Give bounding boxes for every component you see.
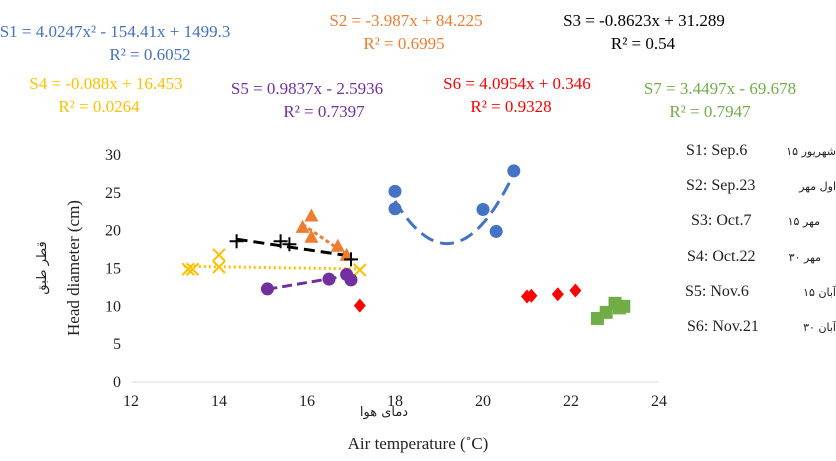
- point-s5: [322, 272, 336, 286]
- x-tick-label: 14: [211, 393, 227, 410]
- legend-s1: S1: Sep.6: [686, 142, 747, 159]
- point-s5: [260, 282, 274, 296]
- legend-s2: S2: Sep.23: [686, 177, 755, 194]
- y-tick-label: 30: [105, 147, 121, 164]
- trendline-s1: [393, 172, 516, 246]
- point-s2: [295, 219, 310, 233]
- point-s4: [212, 248, 226, 262]
- x-axis-title-fa: دمای هوا: [360, 405, 408, 420]
- eq-s7: S7 = 3.4497x - 69.678: [644, 79, 796, 98]
- point-s6: [525, 288, 538, 303]
- legend-s4: S4: Oct.22: [687, 248, 755, 265]
- eq-s2: S2 = -3.987x + 84.225: [329, 11, 482, 30]
- legend-s5: S5: Nov.6: [685, 283, 749, 300]
- y-tick-label: 15: [105, 261, 121, 278]
- point-s6: [551, 287, 564, 302]
- x-tick-label: 18: [387, 393, 403, 410]
- data-markers: [181, 164, 631, 325]
- point-s3: [344, 252, 358, 267]
- legend-s3-fa: ۱۵ مهر: [788, 215, 820, 228]
- point-s2: [304, 229, 319, 243]
- point-s3: [282, 237, 297, 252]
- point-s7: [617, 299, 631, 313]
- x-tick-label: 16: [299, 393, 315, 410]
- point-s1: [507, 164, 521, 178]
- trendline-s4: [183, 264, 360, 271]
- y-tick-label: 10: [105, 298, 121, 315]
- eq-s6: S6 = 4.0954x + 0.346: [443, 74, 591, 93]
- point-s5: [344, 273, 358, 287]
- r2-s5: R² = 0.7397: [283, 102, 365, 121]
- point-s6: [353, 298, 366, 313]
- x-tick-label: 24: [651, 393, 667, 410]
- point-s3: [273, 234, 288, 249]
- legend: S1: Sep.6 ۱۵ شهریور S2: Sep.23 اول مهر S…: [685, 142, 836, 335]
- x-axis-title: Air temperature (˚C): [348, 434, 489, 453]
- y-axis-title-fa: قطر طبق: [35, 241, 50, 294]
- point-s4: [185, 262, 200, 276]
- eq-s3: S3 = -0.8623x + 31.289: [563, 11, 725, 30]
- legend-s1-fa: ۱۵ شهریور: [786, 145, 836, 158]
- legend-s5-fa: ۱۵ آبان: [803, 285, 836, 299]
- r2-s7: R² = 0.7947: [669, 102, 751, 121]
- legend-s3: S3: Oct.7: [691, 212, 751, 229]
- point-s3: [229, 234, 244, 249]
- y-tick-label: 20: [105, 223, 121, 240]
- y-tick-labels: 0 5 10 15 20 25 30: [105, 147, 121, 391]
- legend-s6: S6: Nov.21: [687, 318, 759, 335]
- trendline-s3: [236, 237, 352, 258]
- point-s4: [353, 263, 367, 277]
- legend-s6-fa: ۳۰ آبان: [803, 320, 836, 334]
- y-tick-label: 25: [105, 185, 121, 202]
- point-s4: [181, 262, 195, 276]
- equation-labels: S1 = 4.0247x² - 154.41x + 1499.3 R² = 0.…: [0, 11, 796, 121]
- point-s2: [330, 238, 345, 252]
- y-tick-label: 0: [113, 374, 121, 391]
- point-s6: [569, 283, 582, 298]
- point-s1: [489, 224, 503, 238]
- eq-s4: S4 = -0.088x + 16.453: [29, 74, 182, 93]
- eq-s1: S1 = 4.0247x² - 154.41x + 1499.3: [0, 22, 230, 41]
- legend-s4-fa: ۳۰ مهر: [789, 251, 821, 264]
- r2-s2: R² = 0.6995: [363, 34, 444, 53]
- y-axis-title: Head diameter (cm): [64, 200, 83, 336]
- r2-s6: R² = 0.9328: [470, 97, 551, 116]
- point-s2: [304, 208, 319, 222]
- eq-s5: S5 = 0.9837x - 2.5936: [231, 79, 383, 98]
- x-tick-label: 20: [475, 393, 491, 410]
- r2-s4: R² = 0.0264: [58, 97, 140, 116]
- x-tick-label: 22: [563, 393, 579, 410]
- point-s1: [476, 202, 490, 216]
- r2-s1: R² = 0.6052: [109, 45, 190, 64]
- point-s1: [388, 202, 402, 216]
- y-tick-label: 5: [113, 336, 121, 353]
- r2-s3: R² = 0.54: [611, 34, 676, 53]
- legend-s2-fa: اول مهر: [798, 180, 836, 193]
- point-s4: [212, 260, 226, 274]
- point-s1: [388, 184, 402, 198]
- trendline-s5: [267, 273, 352, 291]
- x-tick-label: 12: [123, 393, 139, 410]
- x-tick-labels: 12 14 16 18 20 22 24: [123, 393, 667, 410]
